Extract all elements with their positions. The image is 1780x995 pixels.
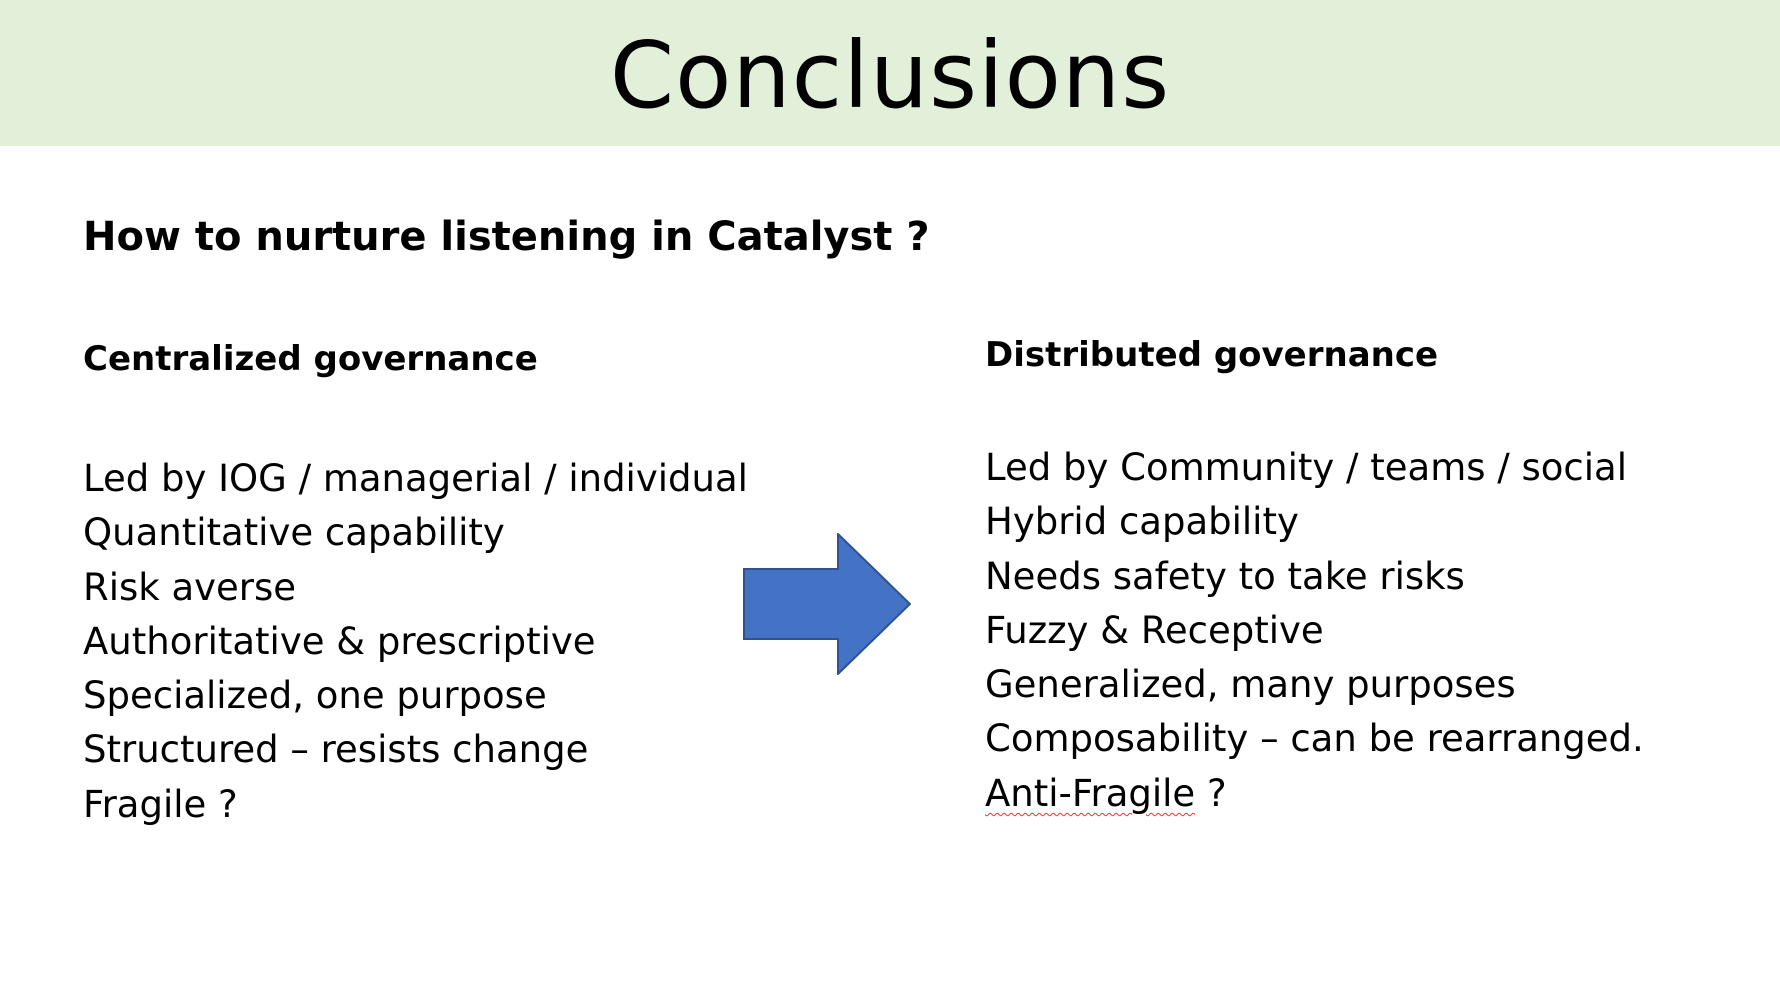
list-item: Anti-Fragile ? xyxy=(985,767,1644,821)
slide-title: Conclusions xyxy=(609,22,1171,129)
list-item: Generalized, many purposes xyxy=(985,663,1516,707)
list-item-suffix: ? xyxy=(1195,771,1227,815)
arrow-shape xyxy=(743,533,911,675)
list-item: Quantitative capability xyxy=(83,511,505,555)
list-item: Led by IOG / managerial / individual xyxy=(83,457,748,500)
spellcheck-word: Anti-Fragile xyxy=(985,771,1196,815)
list-item: Risk averse xyxy=(83,565,297,609)
right-arrow-icon xyxy=(743,533,911,675)
list-item: Led by Community / teams / social xyxy=(985,446,1627,489)
list-item: Structured – resists change xyxy=(83,728,589,772)
centralized-heading: Centralized governance xyxy=(83,339,538,379)
list-item: Authoritative & prescriptive xyxy=(83,619,596,663)
list-item: Specialized, one purpose xyxy=(83,674,547,718)
centralized-list: Led by IOG / managerial / individual Qua… xyxy=(83,452,748,832)
slide-question: How to nurture listening in Catalyst ? xyxy=(83,214,930,260)
title-band xyxy=(0,0,1780,146)
list-item: Fragile ? xyxy=(83,782,238,826)
list-item: Needs safety to take risks xyxy=(985,554,1465,598)
distributed-heading: Distributed governance xyxy=(985,335,1439,375)
list-item: Fuzzy & Receptive xyxy=(985,608,1324,652)
distributed-list: Led by Community / teams / social Hybrid… xyxy=(985,441,1644,821)
list-item: Hybrid capability xyxy=(985,500,1299,544)
list-item: Composability – can be rearranged. xyxy=(985,717,1644,761)
